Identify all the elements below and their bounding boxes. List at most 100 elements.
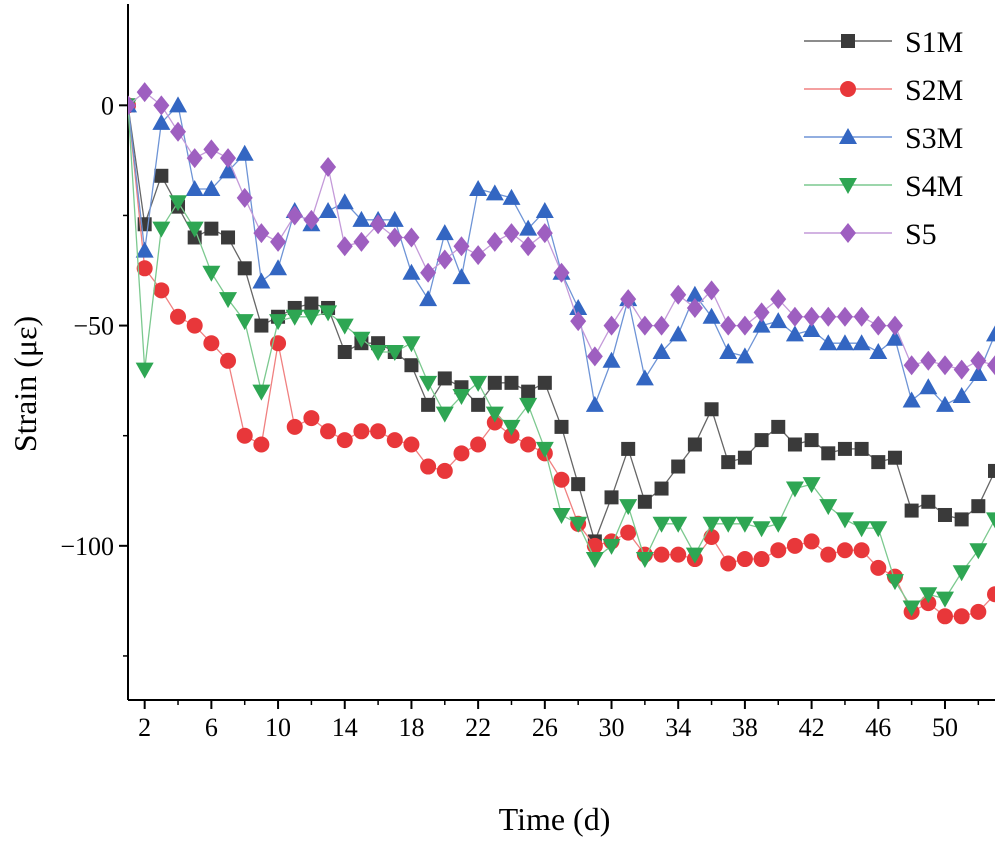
data-point: [954, 512, 969, 527]
data-point: [186, 317, 203, 334]
data-point: [919, 378, 938, 395]
data-point: [686, 297, 703, 318]
data-point: [853, 306, 870, 327]
data-point: [935, 395, 954, 412]
data-point: [471, 397, 486, 412]
data-point: [270, 231, 287, 252]
data-point: [603, 315, 620, 336]
data-point: [404, 358, 419, 373]
data-point: [269, 314, 288, 331]
data-point: [704, 402, 719, 417]
data-point: [687, 437, 702, 452]
data-point: [919, 587, 938, 604]
data-point: [819, 334, 838, 351]
data-point: [437, 371, 452, 386]
data-point: [835, 334, 854, 351]
data-point: [854, 441, 869, 456]
data-point: [986, 325, 995, 342]
data-point: [953, 608, 970, 625]
data-point: [335, 318, 354, 335]
data-point: [386, 227, 403, 248]
data-point: [402, 336, 421, 353]
data-point: [802, 320, 821, 337]
data-point: [436, 462, 453, 479]
data-point: [286, 418, 303, 435]
data-point: [820, 306, 837, 327]
data-point: [185, 180, 204, 197]
data-point: [353, 423, 370, 440]
data-point: [988, 463, 995, 478]
x-tick-label: 38: [732, 713, 758, 742]
data-point: [204, 221, 219, 236]
data-point: [786, 537, 803, 554]
data-point: [320, 423, 337, 440]
data-point: [920, 350, 937, 371]
y-tick-label: 0: [101, 91, 114, 120]
data-point: [569, 298, 588, 315]
data-point: [152, 113, 171, 130]
data-point: [252, 272, 271, 289]
data-point: [969, 365, 988, 382]
data-point: [735, 347, 754, 364]
data-point: [620, 289, 637, 310]
data-point: [671, 459, 686, 474]
data-point: [485, 406, 504, 423]
data-point: [304, 296, 319, 311]
data-point: [770, 289, 787, 310]
data-point: [486, 231, 503, 252]
legend-label: S2M: [905, 74, 963, 107]
data-point: [554, 419, 569, 434]
data-point: [169, 96, 188, 113]
data-point: [702, 516, 721, 533]
data-point: [553, 471, 570, 488]
data-point: [421, 397, 436, 412]
data-point: [128, 95, 136, 116]
legend-marker: [839, 128, 857, 144]
data-point: [685, 285, 704, 302]
data-point: [785, 481, 804, 498]
data-point: [536, 223, 553, 244]
data-point: [470, 245, 487, 266]
data-point: [820, 546, 837, 563]
data-point: [952, 565, 971, 582]
data-point: [136, 260, 153, 277]
x-tick-label: 6: [205, 713, 218, 742]
data-point: [385, 345, 404, 361]
data-point: [652, 343, 671, 359]
data-point: [403, 436, 420, 453]
data-point: [402, 263, 421, 280]
data-point: [970, 603, 987, 620]
data-point: [203, 139, 220, 160]
x-tick-label: 22: [465, 713, 491, 742]
plot-frame: [127, 4, 995, 701]
data-point: [886, 315, 903, 336]
data-point: [419, 290, 438, 307]
data-point: [885, 329, 904, 346]
data-point: [736, 315, 753, 336]
data-point: [685, 547, 704, 564]
data-point: [785, 325, 804, 342]
axes-layer: 2 6 10 14 18 22 26 30 34 38 42 46 500−50−100: [60, 91, 980, 742]
data-point: [635, 369, 654, 386]
data-point: [869, 343, 888, 359]
legend-item: S5: [804, 218, 937, 251]
data-point: [420, 458, 437, 475]
data-point: [235, 144, 254, 161]
data-point: [336, 432, 353, 449]
y-tick-label: −100: [60, 532, 114, 561]
data-point: [602, 538, 621, 555]
data-point: [154, 168, 169, 183]
data-point: [770, 542, 787, 559]
data-point: [987, 586, 995, 603]
data-point: [753, 302, 770, 323]
data-point: [469, 180, 488, 197]
legend-label: S4M: [905, 170, 963, 203]
data-point: [352, 331, 371, 348]
data-point: [520, 236, 537, 257]
data-point: [753, 551, 770, 568]
data-point: [135, 241, 154, 258]
series-line: [128, 105, 995, 617]
data-point: [719, 343, 738, 359]
legend-marker: [841, 34, 855, 48]
data-point: [186, 148, 203, 169]
